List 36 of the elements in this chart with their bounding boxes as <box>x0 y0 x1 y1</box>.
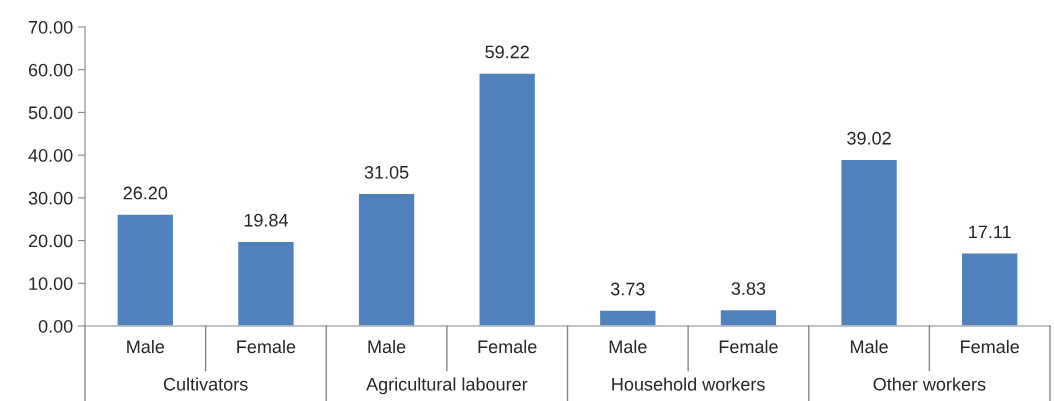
data-label: 3.73 <box>610 282 645 296</box>
y-tick-label: 30.00 <box>28 191 73 205</box>
x-tick-label: Female <box>961 339 1019 354</box>
bar <box>478 72 537 326</box>
data-label: 3.83 <box>731 282 766 295</box>
data-label: 31.05 <box>364 165 409 179</box>
text: Cultivators <box>163 377 248 391</box>
x-tick-label: Male <box>609 339 647 354</box>
text: Household workers <box>612 377 765 391</box>
bar <box>840 158 899 326</box>
y-tick-label: 10.00 <box>29 277 73 291</box>
y-tick-label: 0.00 <box>38 319 73 333</box>
y-tick-label: 40.00 <box>28 149 73 162</box>
data-label: 39.02 <box>847 131 891 145</box>
x-tick-label: Female <box>478 339 537 354</box>
bar <box>960 252 1019 326</box>
bar <box>357 192 416 326</box>
data-label: 17.11 <box>969 225 1011 239</box>
y-tick-label: 70.00 <box>28 20 73 34</box>
data-label: 26.20 <box>123 186 168 200</box>
x-tick-label: Male <box>368 339 406 354</box>
bar <box>236 240 295 326</box>
data-label: 59.22 <box>485 45 529 59</box>
data-label: 19.84 <box>244 213 288 227</box>
x-tick-label: Female <box>237 339 296 354</box>
x-tick-label: Female <box>719 339 778 354</box>
x-tick-label: Male <box>850 339 888 354</box>
bar <box>598 309 657 326</box>
x-tick-label: Male <box>127 339 165 354</box>
y-tick-label: 20.00 <box>28 234 73 248</box>
bar <box>719 308 778 326</box>
y-tick-label: 60.00 <box>28 63 73 77</box>
text: Other workers <box>873 377 986 391</box>
bar <box>116 213 175 326</box>
text: Agricultural labourer <box>366 377 528 395</box>
y-tick-label: 50.00 <box>28 106 73 120</box>
